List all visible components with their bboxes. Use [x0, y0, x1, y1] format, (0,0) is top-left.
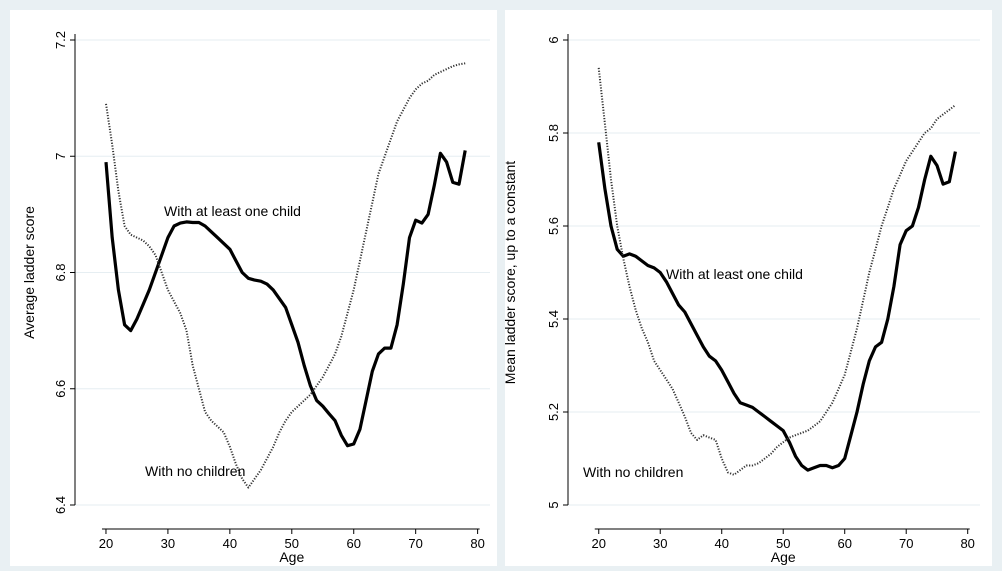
- right-axis-ticks: 5 5.2 5.4 5.6 5.8 6 20 30 40 50 60 70 80: [546, 36, 975, 551]
- series-line-with-child: [597, 142, 957, 472]
- y-tick-label: 7: [53, 153, 68, 160]
- x-tick-label: 40: [223, 536, 237, 551]
- left-gridlines: [75, 39, 490, 506]
- y-tick-label: 5.2: [546, 403, 561, 421]
- x-tick-label: 60: [346, 536, 360, 551]
- x-tick-label: 70: [899, 536, 913, 551]
- y-tick-label: 6.6: [53, 380, 68, 398]
- x-tick-label: 70: [408, 536, 422, 551]
- x-tick-label: 80: [470, 536, 484, 551]
- right-x-axis-label: Age: [771, 549, 796, 565]
- right-annotation-no-children: With no children: [583, 464, 683, 480]
- y-tick-label: 6.8: [53, 263, 68, 281]
- y-tick-label: 7.2: [53, 31, 68, 49]
- x-tick-label: 60: [837, 536, 851, 551]
- left-plot-background: [10, 10, 497, 566]
- y-tick-label: 5.6: [546, 217, 561, 235]
- y-tick-label: 5: [546, 501, 561, 508]
- x-tick-label: 80: [960, 536, 974, 551]
- x-tick-label: 30: [161, 536, 175, 551]
- left-annotation-no-children: With no children: [145, 463, 245, 479]
- series-line-no-children: [597, 67, 957, 476]
- left-x-axis-label: Age: [279, 549, 304, 565]
- x-tick-label: 50: [285, 536, 299, 551]
- y-tick-label: 5.4: [546, 310, 561, 328]
- right-plot-background: [505, 10, 992, 566]
- left-chart-panel: 6.4 6.6 6.8 7 7.2 20 30 40 50 60 70 80 Average ladd…: [10, 10, 497, 566]
- series-line-no-children: [105, 62, 466, 489]
- x-tick-label: 20: [592, 536, 606, 551]
- series-line-with-child: [104, 150, 467, 448]
- left-annotation-with-child: With at least one child: [164, 203, 301, 219]
- x-tick-label: 50: [776, 536, 790, 551]
- right-series-group: [597, 67, 957, 476]
- x-tick-label: 20: [99, 536, 113, 551]
- x-tick-label: 40: [714, 536, 728, 551]
- right-chart-panel: 5 5.2 5.4 5.6 5.8 6 20 30 40 50 60 70 80 Mean ladder…: [502, 10, 992, 566]
- left-axis-ticks: 6.4 6.6 6.8 7 7.2 20 30 40 50 60 70 80: [53, 31, 485, 551]
- right-y-axis-label: Mean ladder score, up to a constant: [502, 161, 518, 384]
- y-tick-label: 6.4: [53, 496, 68, 514]
- x-tick-label: 30: [653, 536, 667, 551]
- left-y-axis-label: Average ladder score: [21, 206, 37, 339]
- left-series-group: [104, 62, 467, 489]
- y-tick-label: 6: [546, 36, 561, 43]
- right-annotation-with-child: With at least one child: [666, 266, 803, 282]
- y-tick-label: 5.8: [546, 124, 561, 142]
